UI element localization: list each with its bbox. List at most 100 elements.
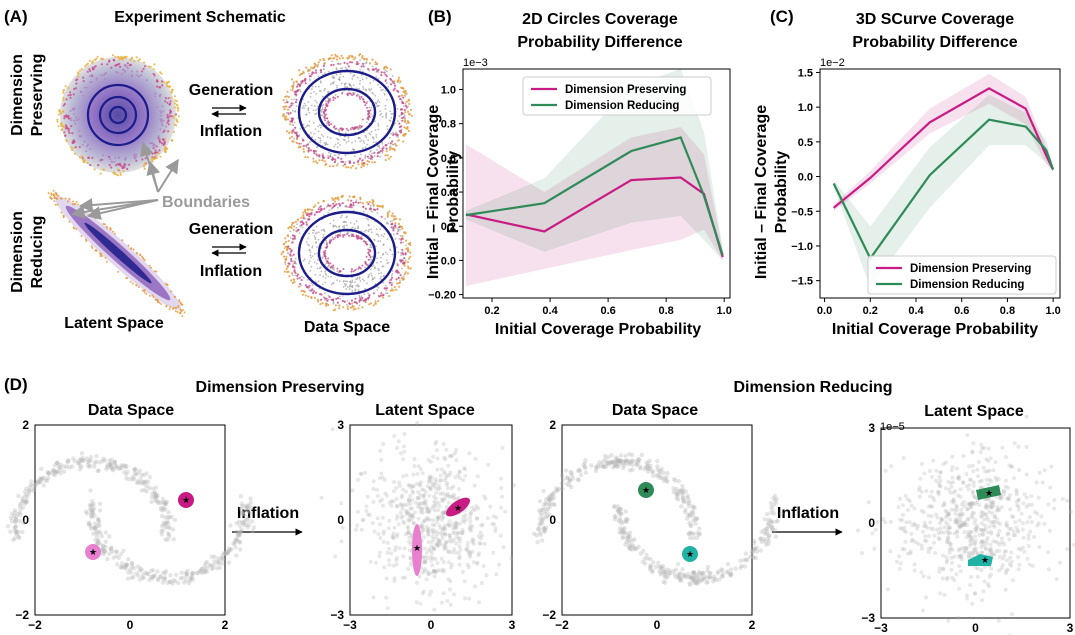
disk-ring-pink-dot	[89, 69, 92, 72]
moon-dot	[175, 580, 181, 585]
gauss-dot	[491, 550, 496, 555]
moon-dot	[234, 537, 239, 542]
data-ring-dot	[326, 136, 329, 139]
moon-dot	[162, 522, 167, 528]
data-ring-dot	[377, 286, 380, 289]
data-ring-dot	[387, 142, 390, 145]
gauss-dot	[934, 512, 939, 517]
moon-dot	[655, 464, 660, 469]
ringBR-outer-pink-dot	[357, 201, 360, 204]
data-ring-dot	[349, 222, 352, 224]
gauss-dot	[952, 500, 957, 505]
data-ring-dot	[379, 114, 382, 116]
gauss-dot	[451, 530, 456, 535]
gauss-dot	[970, 489, 975, 494]
gauss-dot	[446, 550, 451, 554]
gauss-dot	[967, 464, 972, 469]
ringBR-inner-pink-dot	[342, 268, 345, 270]
gauss-dot	[443, 542, 448, 547]
gauss-dot	[920, 608, 925, 613]
gauss-dot	[402, 449, 407, 454]
gauss-dot	[1032, 535, 1037, 539]
gauss-dot	[901, 503, 905, 508]
ringBR-outer-pink-dot	[350, 206, 353, 209]
panel-c-plot: 0.0 0.2 0.4 0.6 0.8 1.0−1.5−1.0−0.50.00.51.01…	[791, 67, 1061, 317]
moon-dot	[143, 479, 149, 484]
ringBR-outer-pink-dot	[331, 206, 334, 209]
moon-dot	[224, 550, 229, 556]
data-ring-dot	[309, 249, 311, 252]
gauss-dot	[418, 467, 423, 472]
ringTR-outer-orange-dot	[363, 58, 366, 61]
moon-dot	[124, 463, 129, 469]
data-ring-dot	[391, 220, 393, 222]
moon-dot	[100, 459, 105, 464]
ringTR-outer-pink-dot	[405, 106, 408, 109]
gauss-dot	[482, 541, 487, 546]
moon-dot	[719, 567, 724, 572]
moon-dot	[50, 469, 55, 474]
moon-dot	[145, 571, 150, 576]
moon-dot	[103, 539, 108, 544]
ringTR-outer-pink-dot	[309, 149, 313, 152]
gauss-dot	[418, 483, 423, 488]
gauss-dot	[978, 450, 983, 454]
disk-ring-orange-dot	[173, 102, 176, 105]
disk-ring-violet-dot	[118, 157, 121, 160]
moon-dot	[235, 537, 240, 543]
disk-ring-pink-dot	[156, 80, 159, 83]
gauss-dot	[340, 525, 345, 530]
data-ring-dot	[370, 228, 372, 231]
data-ring-dot	[311, 136, 313, 139]
moon-dot	[688, 574, 694, 580]
data-ring-dot	[318, 267, 321, 269]
ringTR-inner-pink-dot	[345, 127, 348, 130]
gauss-dot	[456, 531, 461, 536]
gauss-dot	[1024, 444, 1029, 449]
disk-ring-violet-dot	[161, 105, 164, 108]
ringTR-outer-orange-dot	[403, 126, 406, 129]
gauss-dot	[420, 523, 425, 528]
ringTR-outer-pink-dot	[337, 62, 340, 65]
gauss-dot	[910, 523, 915, 528]
gauss-dot	[429, 480, 434, 484]
disk-ring-orange-dot	[175, 118, 178, 121]
moon-dot	[45, 469, 50, 475]
disk-ring-violet-dot	[72, 119, 75, 122]
gauss-dot	[943, 520, 948, 525]
ringBR-outer-orange-dot	[288, 275, 291, 278]
ringTR-outer-orange-dot	[361, 56, 364, 60]
data-ring-dot	[379, 277, 382, 280]
gauss-dot	[443, 532, 448, 537]
moon-dot	[724, 570, 729, 575]
data-ring-dot	[386, 253, 389, 256]
disk-ring-pink-dot	[108, 163, 111, 167]
moon-dot	[743, 551, 748, 556]
ringTR-outer-orange-dot	[312, 66, 316, 69]
gauss-dot	[941, 462, 946, 467]
gauss-dot	[392, 525, 397, 530]
data-ring-dot	[322, 275, 325, 278]
moon-dot	[77, 458, 82, 463]
data-ring-dot	[329, 137, 332, 140]
moon-dot	[752, 547, 757, 552]
moon-dot	[619, 521, 624, 526]
disk-ring-violet-dot	[96, 77, 99, 80]
data-ring-dot	[308, 289, 311, 292]
moon-dot	[129, 561, 135, 566]
data-ring-dot	[361, 78, 364, 81]
moon-dot	[725, 561, 731, 567]
moon-dot	[594, 465, 599, 471]
moon-dot	[543, 497, 549, 502]
gauss-dot	[427, 592, 432, 597]
panel-c-letter: (C)	[770, 7, 794, 26]
ringTR-outer-orange-dot	[407, 129, 410, 133]
moon-dot	[13, 524, 18, 529]
gauss-dot	[407, 535, 412, 540]
gauss-dot	[449, 494, 454, 499]
moon-dot	[152, 491, 157, 496]
data-ring-dot	[386, 238, 389, 241]
data-ring-dot	[386, 221, 389, 224]
disk-ring-orange-dot	[57, 125, 60, 128]
moon-dot	[704, 580, 709, 585]
